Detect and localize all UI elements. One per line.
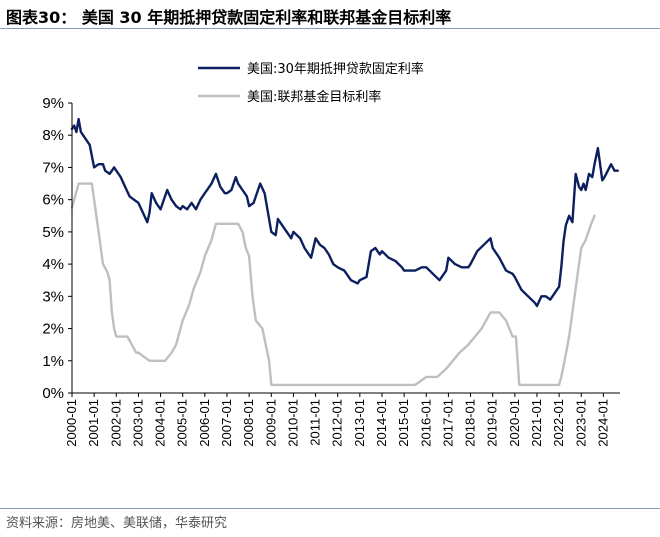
x-tick-label: 2015-01 [396,399,411,447]
x-tick-label: 2019-01 [485,399,500,447]
source-note: 资料来源：房地美、美联储，华泰研究 [6,516,228,531]
chart-axes: 0% 1% 2% 3% 4% 5% 6% 7% 8% 9% 2000-01 2001-01 2002-0… [42,95,620,447]
y-tick-label: 4% [42,256,64,273]
y-tick-label: 2% [42,321,64,338]
x-tick-label: 2007-01 [219,399,234,447]
series-line-1 [70,182,596,387]
x-tick-label: 2001-01 [86,399,101,447]
legend-label-1: 美国:联邦基金目标利率 [247,89,381,105]
x-tick-label: 2004-01 [153,399,168,447]
x-tick-label: 2002-01 [108,399,123,447]
y-tick-label: 7% [42,159,64,176]
y-tick-label: 1% [42,353,64,370]
x-tick-label: 2014-01 [374,399,389,447]
x-tick-label: 2011-01 [308,399,323,446]
y-tick-label: 6% [42,192,64,209]
x-tick-label: 2021-01 [529,399,544,447]
y-tick-label: 0% [42,385,64,402]
x-tick-label: 2003-01 [130,399,145,447]
plot-area [70,117,619,387]
x-tick-label: 2006-01 [197,399,212,447]
x-tick-label: 2008-01 [241,399,256,447]
x-tick-label: 2012-01 [330,399,345,447]
x-tick-label: 2000-01 [64,399,79,447]
title-divider [0,28,660,29]
legend-label-0: 美国:30年期抵押贷款固定利率 [247,61,424,77]
x-tick-label: 2016-01 [418,399,433,447]
x-tick-label: 2020-01 [507,399,522,447]
x-tick-label: 2024-01 [595,399,610,447]
x-tick-label: 2013-01 [352,399,367,447]
source-divider [0,508,660,509]
x-tick-label: 2018-01 [463,399,478,447]
y-tick-label: 8% [42,127,64,144]
x-tick-label: 2022-01 [551,399,566,447]
x-tick-label: 2023-01 [573,399,588,447]
x-tick-label: 2009-01 [263,399,278,447]
series-line-0 [70,117,619,308]
y-tick-label: 3% [42,288,64,305]
x-tick-label: 2017-01 [440,399,455,447]
y-tick-label: 5% [42,224,64,241]
y-tick-label: 9% [42,95,64,112]
x-tick-label: 2005-01 [175,399,190,447]
x-tick-label: 2010-01 [285,399,300,447]
figure-title: 图表30： 美国 30 年期抵押贷款固定利率和联邦基金目标利率 [6,8,452,27]
